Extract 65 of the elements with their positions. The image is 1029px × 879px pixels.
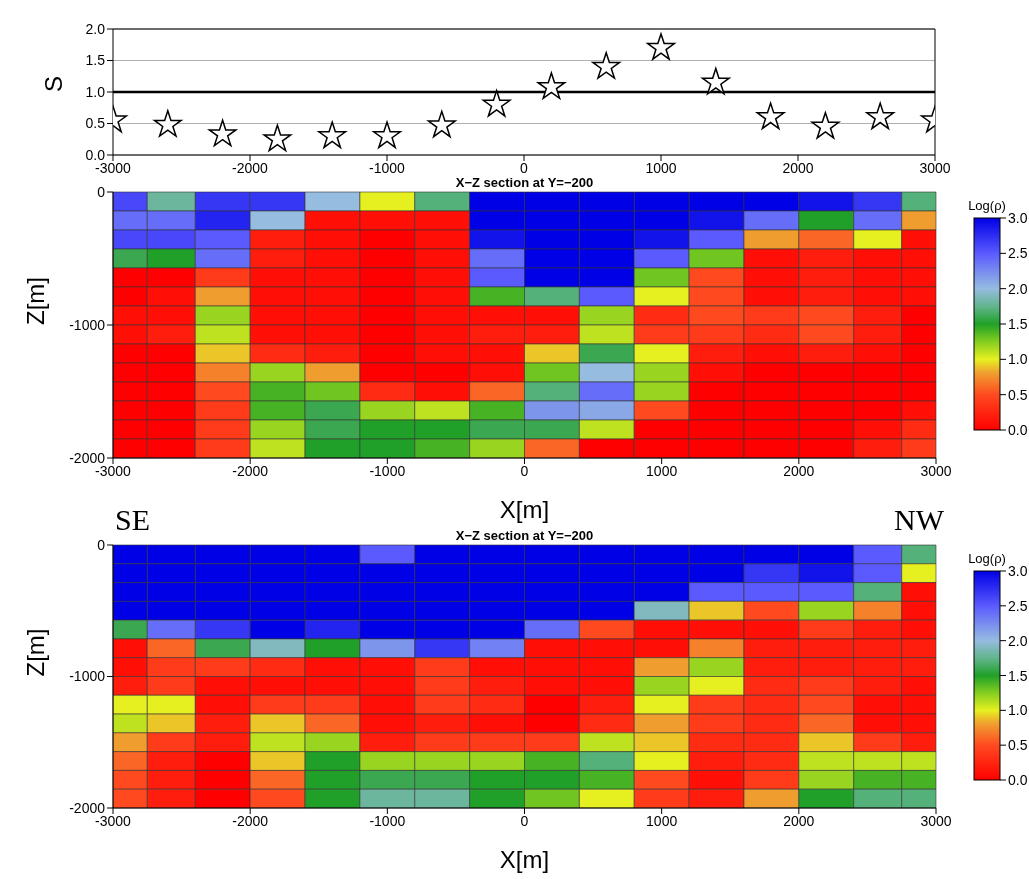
y-axis-title: Z[m] (21, 628, 49, 677)
point (427, 110, 456, 138)
color-bar-label: 0.5 (1008, 386, 1028, 403)
y-tick-label: -1000 (69, 316, 106, 333)
x-tick-label: 2000 (782, 159, 814, 176)
x-tick-label: 1000 (646, 812, 678, 829)
color-bar-label: 2.5 (1008, 245, 1028, 262)
color-bar-label: 3.0 (1008, 563, 1028, 579)
point (646, 33, 676, 60)
x-axis-title: X[m] (499, 846, 550, 873)
x-tick-label: -1000 (369, 159, 406, 176)
y-tick-label: 0 (97, 536, 106, 553)
y-tick-label: 2.0 (85, 20, 106, 37)
x-tick-label: -1000 (369, 812, 406, 829)
x-tick-label: -2000 (232, 159, 269, 176)
y-tick-label: 0.5 (85, 115, 106, 132)
point (756, 102, 785, 130)
x-tick-label: 0 (520, 462, 529, 479)
y-tick-label: -1000 (69, 668, 106, 685)
x-tick-label: 1000 (646, 462, 678, 479)
x-tick-label: 0 (520, 812, 529, 829)
point (701, 67, 730, 95)
x-tick-label: -1000 (369, 462, 406, 479)
color-bar-title: Log(ρ) (968, 551, 1006, 566)
color-bar-label: 1.0 (1008, 351, 1028, 368)
point (482, 89, 511, 117)
x-tick-label: 3000 (920, 462, 952, 479)
point (592, 52, 621, 79)
y-tick-label: 1.5 (85, 52, 106, 69)
point (263, 124, 292, 152)
chart-title: X−Z section at Y=−200 (454, 175, 595, 190)
point (318, 121, 347, 149)
color-bar-label: 1.5 (1008, 316, 1028, 332)
chart-title: X−Z section at Y=−200 (455, 528, 594, 543)
color-bar-label: 2.0 (1008, 280, 1028, 297)
x-tick-label: -2000 (232, 812, 269, 829)
y-axis-title: S (39, 75, 67, 92)
color-bar-label: 2.0 (1008, 632, 1028, 649)
text: SE (115, 503, 151, 537)
y-tick-label: 1.0 (85, 83, 106, 100)
text: NW (894, 503, 944, 537)
y-axis-title: Z[m] (21, 277, 49, 325)
x-tick-label: 0 (520, 159, 529, 176)
point (537, 72, 566, 100)
x-tick-label: 3000 (919, 159, 951, 176)
color-bar-label: 2.5 (1008, 597, 1028, 614)
color-bar-label: 0.0 (1008, 422, 1028, 438)
color-bar-label: 1.5 (1008, 667, 1028, 684)
color-bar-label: 0.5 (1008, 737, 1028, 754)
color-bar-title: Log(ρ) (968, 198, 1006, 213)
x-tick-label: 3000 (920, 812, 952, 829)
x-tick-label: 2000 (783, 812, 815, 829)
color-bar-label: 3.0 (1008, 210, 1028, 226)
point (153, 110, 182, 137)
point (372, 121, 402, 149)
point (811, 111, 840, 139)
y-tick-label: 0 (97, 183, 106, 200)
color-bar-label: 0.0 (1008, 772, 1028, 788)
x-tick-label: 1000 (645, 159, 677, 176)
point (866, 102, 895, 130)
x-axis-title: X[m] (499, 496, 550, 523)
color-bar-label: 1.0 (1008, 702, 1028, 719)
x-tick-label: -2000 (232, 462, 269, 479)
point (208, 119, 237, 147)
x-tick-label: 2000 (783, 462, 815, 479)
